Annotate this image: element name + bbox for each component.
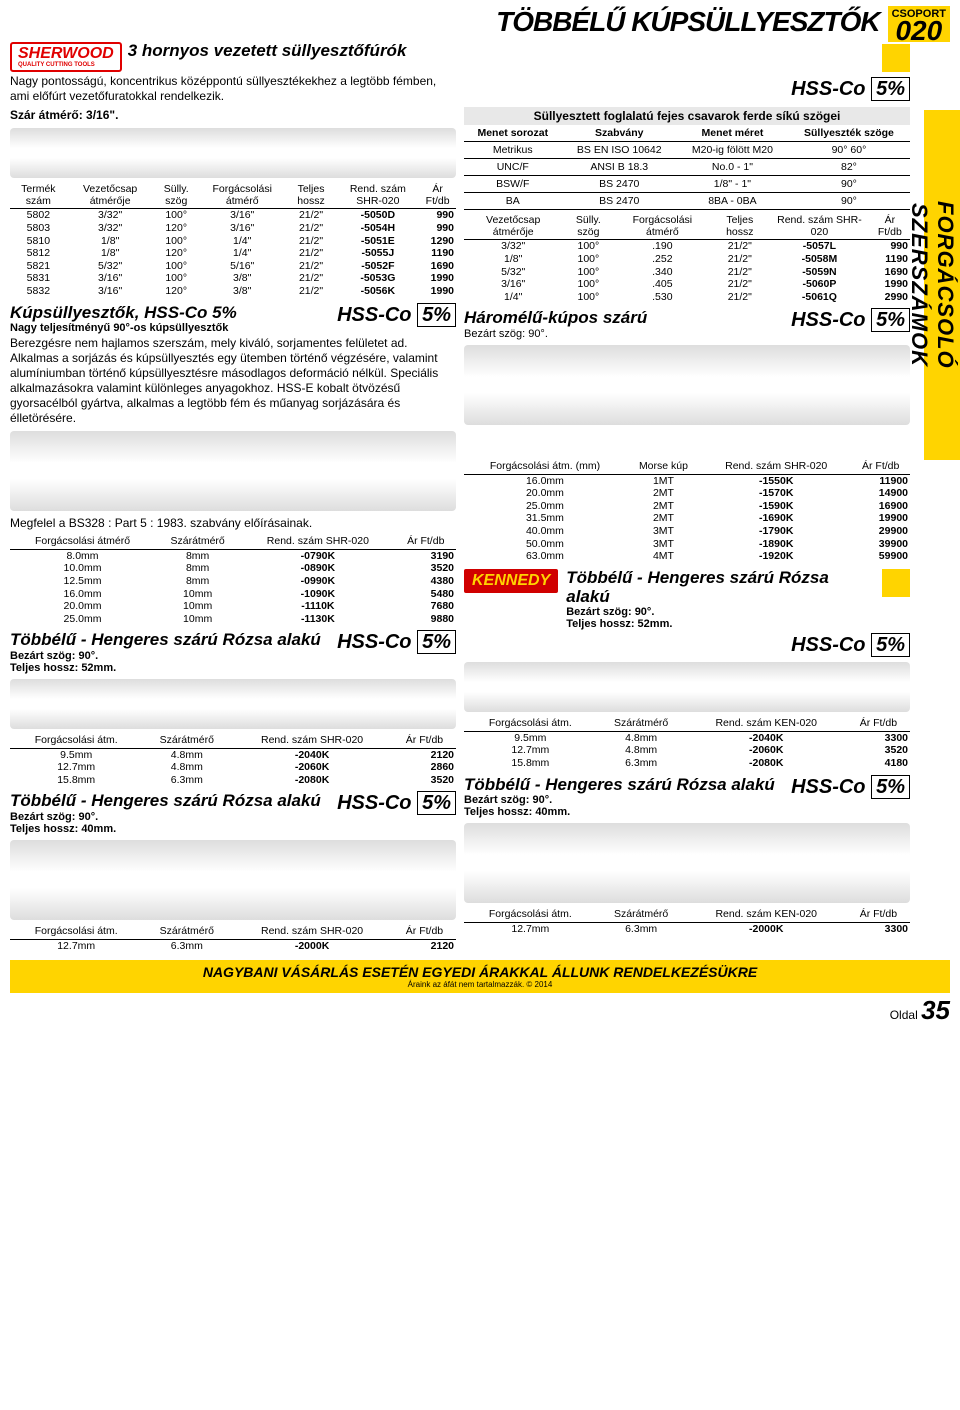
section-desc-1: Nagy pontosságú, koncentrikus középpontú… (10, 74, 456, 104)
side-tab: FORGÁCSOLÓ SZERSZÁMOK (924, 110, 960, 460)
hss-badge: HSS-Co 5% (791, 634, 910, 657)
section-sub: Bezárt szög: 90°. (10, 650, 329, 662)
tool-image (464, 345, 910, 425)
section-sub: Bezárt szög: 90°. (566, 606, 874, 618)
hss-badge: HSS-Co 5% (337, 304, 456, 327)
table-8: Forgácsolási átm.SzárátmérőRend. szám KE… (464, 908, 910, 935)
table-5: Forgácsolási átm.SzárátmérőRend. szám SH… (10, 734, 456, 786)
section-title-6: Többélű - Hengeres szárú Rózsa alakú (10, 792, 329, 811)
section-desc-2: Berezgésre nem hajlamos szerszám, mely k… (10, 336, 456, 426)
tool-image (10, 128, 456, 178)
table-7: Forgácsolási átm.SzárátmérőRend. szám SH… (10, 925, 456, 952)
section-title-5: Többélű - Hengeres szárú Rózsa alakú (566, 569, 874, 606)
tool-image (10, 431, 456, 511)
section-sub-2: Nagy teljesítményű 90°-os kúpsüllyesztők (10, 322, 329, 334)
footer-bar: NAGYBANI VÁSÁRLÁS ESETÉN EGYEDI ÁRAKKAL … (10, 960, 950, 993)
main-title: TÖBBÉLŰ KÚPSÜLLYESZTŐK (496, 6, 879, 38)
section-title-4: Többélű - Hengeres szárú Rózsa alakú (10, 631, 329, 650)
page-number: Oldal 35 (10, 995, 950, 1026)
table-6: Forgácsolási átm.SzárátmérőRend. szám KE… (464, 717, 910, 769)
section-title-2: Kúpsüllyesztők, HSS-Co 5% (10, 304, 329, 323)
hss-badge: HSS-Co 5% (791, 776, 910, 799)
section-sub: Bezárt szög: 90°. (464, 328, 783, 340)
hss-badge: HSS-Co 5% (791, 78, 910, 101)
section-sub: Bezárt szög: 90°. (464, 794, 783, 806)
hss-badge: HSS-Co 5% (337, 792, 456, 815)
section-title-7: Többélű - Hengeres szárú Rózsa alakú (464, 776, 783, 795)
section-title-3: Háromélű-kúpos szárú (464, 309, 783, 328)
section-title-1: 3 hornyos vezetett süllyesztőfúrók (128, 42, 407, 61)
table-2: Vezetőcsap átmérőjeSülly. szögForgácsolá… (464, 214, 910, 303)
tool-image (464, 662, 910, 712)
factory-icon (882, 569, 910, 597)
hss-badge: HSS-Co 5% (791, 309, 910, 332)
table-3: Forgácsolási átmérőSzárátmérőRend. szám … (10, 535, 456, 625)
angle-title: Süllyesztett foglalatú fejes csavarok fe… (464, 107, 910, 125)
factory-icon (882, 44, 910, 72)
group-badge: CSOPORT 020 (888, 6, 950, 42)
section-sub: Teljes hossz: 52mm. (566, 618, 874, 630)
section-sub: Teljes hossz: 40mm. (464, 806, 783, 818)
hss-badge: HSS-Co 5% (337, 631, 456, 654)
table-1: Termék számVezetőcsap átmérőjeSülly. szö… (10, 183, 456, 297)
section-sub: Bezárt szög: 90°. (10, 811, 329, 823)
section-sub: Teljes hossz: 40mm. (10, 823, 329, 835)
tool-image (10, 840, 456, 920)
angle-table: Menet sorozatSzabványMenet méretSüllyesz… (464, 125, 910, 210)
shaft-dia: Szár átmérő: 3/16". (10, 108, 456, 123)
group-number: 020 (892, 20, 946, 42)
kennedy-logo: KENNEDY (464, 569, 558, 593)
sherwood-logo: SHERWOOD QUALITY CUTTING TOOLS (10, 42, 122, 72)
tool-image (464, 823, 910, 903)
conforms: Megfelel a BS328 : Part 5 : 1983. szabvá… (10, 516, 456, 531)
table-4: Forgácsolási átm. (mm)Morse kúpRend. szá… (464, 460, 910, 563)
section-sub: Teljes hossz: 52mm. (10, 662, 329, 674)
tool-image (10, 679, 456, 729)
